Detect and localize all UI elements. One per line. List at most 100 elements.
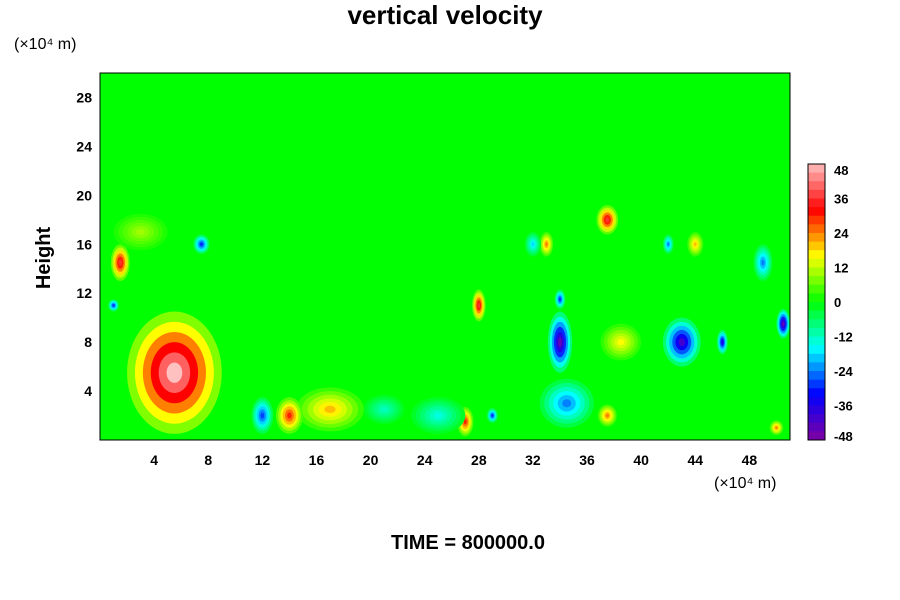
colorbar-band [808, 164, 825, 174]
velocity-cell [113, 213, 168, 251]
colorbar-bands [808, 164, 825, 441]
colorbar-band [808, 371, 825, 381]
velocity-cell [251, 397, 274, 434]
velocity-cell [539, 232, 554, 257]
contour-level [667, 242, 670, 246]
contour-level [324, 405, 336, 414]
contour-level [678, 338, 685, 347]
colorbar-band [808, 233, 825, 243]
colorbar-band [808, 362, 825, 372]
colorbar-band [808, 293, 825, 303]
velocity-cell [363, 394, 405, 425]
colorbar-band [808, 224, 825, 234]
colorbar-tick-label: -24 [834, 364, 854, 379]
colorbar-band [808, 414, 825, 424]
colorbar-tick-label: 48 [834, 163, 848, 178]
colorbar-band [808, 379, 825, 389]
x-tick-label: 4 [150, 452, 158, 468]
velocity-cell [411, 397, 466, 434]
contour-level [433, 412, 443, 419]
colorbar-band [808, 388, 825, 398]
colorbar-tick-label: 0 [834, 295, 841, 310]
y-tick-label: 28 [76, 89, 92, 105]
contour-level [491, 414, 494, 417]
colorbar-band [808, 284, 825, 294]
velocity-cell [776, 309, 790, 339]
colorbar-band [808, 405, 825, 415]
velocity-cell [596, 205, 619, 235]
y-axis-label: Height [33, 227, 55, 290]
y-tick-label: 20 [76, 187, 92, 203]
velocity-cell [769, 420, 784, 436]
velocity-cell [554, 289, 566, 310]
colorbar-tick-label: -36 [834, 399, 853, 414]
contour-level [380, 406, 388, 412]
y-tick-label: 4 [84, 383, 92, 399]
velocity-field [108, 205, 790, 437]
colorbar-band [808, 422, 825, 432]
contour-level [557, 337, 563, 348]
colorbar-band [808, 319, 825, 329]
contour-level [118, 259, 122, 266]
y-tick-label: 12 [76, 285, 92, 301]
colorbar-band [808, 181, 825, 191]
colorbar-band [808, 276, 825, 286]
x-axis-unit: (×10⁴ m) [714, 475, 776, 492]
contour-level [605, 413, 609, 418]
velocity-cell [600, 323, 642, 361]
contour-level [562, 399, 572, 408]
velocity-cell [275, 397, 303, 434]
contour-level [761, 259, 765, 266]
velocity-cell [108, 299, 119, 312]
velocity-cell [597, 404, 617, 427]
colorbar-tick-label: 36 [834, 192, 848, 207]
contour-level [721, 340, 724, 345]
colorbar-band [808, 207, 825, 217]
colorbar-band [808, 172, 825, 182]
contour-level [545, 242, 548, 247]
contour-level [477, 302, 480, 309]
colorbar-ticks: 48 36 24 12 0 -12 -24 -36 -48 [834, 163, 854, 444]
contour-level [287, 412, 292, 419]
colorbar-band [808, 336, 825, 346]
velocity-cell [127, 311, 222, 434]
colorbar-band [808, 267, 825, 277]
colorbar-band [808, 310, 825, 320]
x-axis-ticks: 4 8 12 16 20 24 28 32 36 40 44 48 [150, 452, 757, 468]
colorbar-band [808, 198, 825, 208]
y-axis-unit: (×10⁴ m) [14, 36, 76, 53]
colorbar-band [808, 241, 825, 251]
plot-frame [99, 72, 791, 441]
contour-level [775, 426, 778, 429]
colorbar-band [808, 215, 825, 225]
x-tick-label: 20 [363, 452, 379, 468]
colorbar-tick-label: -48 [834, 429, 853, 444]
colorbar-band [808, 431, 825, 441]
x-tick-label: 8 [204, 452, 212, 468]
contour-level [693, 242, 697, 247]
colorbar-frame [807, 163, 826, 441]
contour-level [559, 297, 561, 301]
velocity-cell [486, 408, 498, 423]
velocity-cell [524, 232, 542, 257]
y-axis-ticks: 4 8 12 16 20 24 28 [76, 89, 92, 399]
contour-level [200, 242, 203, 246]
time-label: TIME = 800000.0 [391, 532, 545, 554]
colorbar-band [808, 345, 825, 355]
x-tick-label: 36 [579, 452, 595, 468]
contour-level [136, 228, 146, 236]
colorbar-band [808, 250, 825, 260]
colorbar-band [808, 302, 825, 312]
contour-level [166, 362, 183, 383]
velocity-cell [472, 289, 486, 322]
velocity-cell [716, 329, 728, 355]
plot-area [99, 72, 791, 441]
velocity-cell [547, 311, 573, 373]
x-tick-label: 44 [688, 452, 704, 468]
colorbar-band [808, 353, 825, 363]
colorbar-band [808, 189, 825, 199]
velocity-cell [662, 317, 701, 367]
x-tick-label: 16 [309, 452, 325, 468]
x-tick-label: 40 [633, 452, 649, 468]
